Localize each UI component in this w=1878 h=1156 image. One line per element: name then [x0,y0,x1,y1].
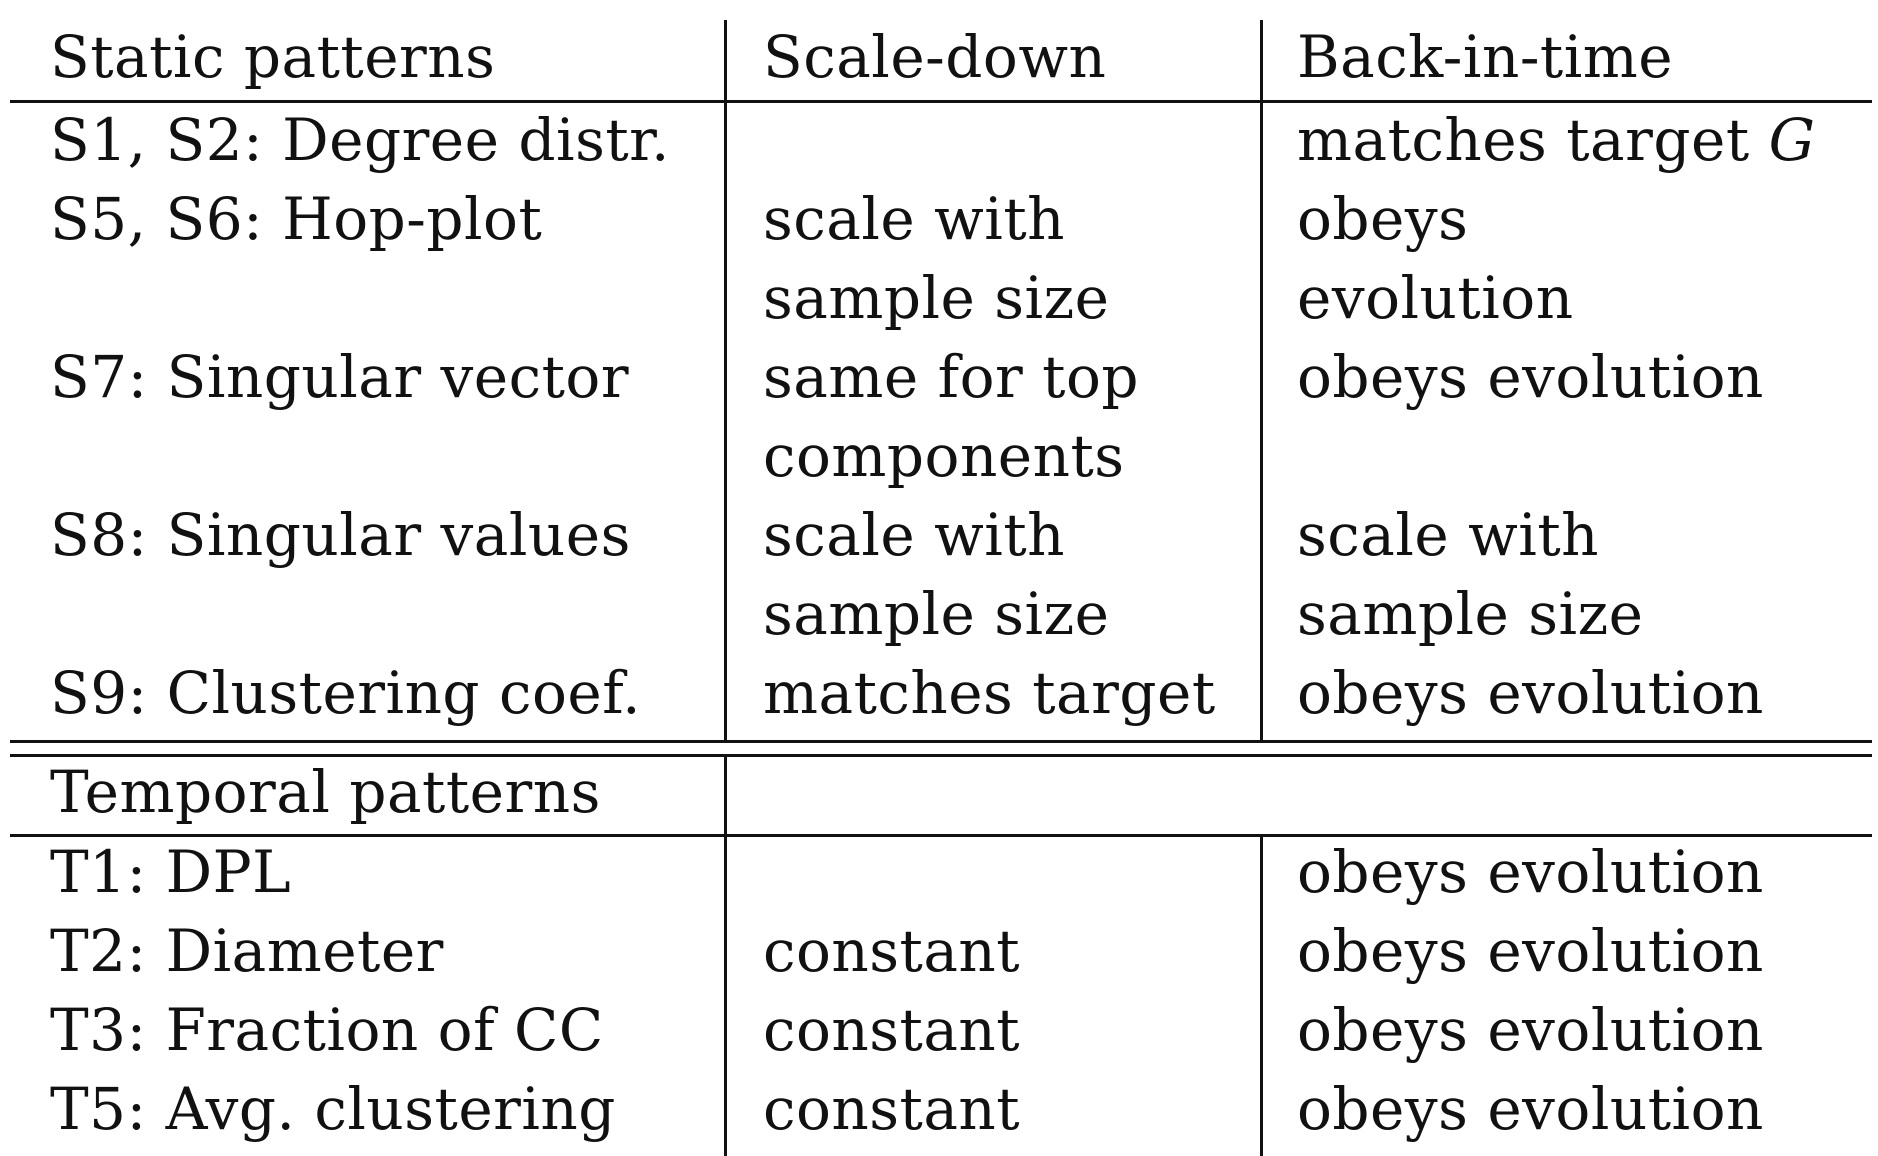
static-row-back-in-time: matches target G [1297,110,1815,170]
column-divider-1-static [724,20,727,742]
temporal-row-back-in-time: obeys evolution [1297,996,1764,1064]
column-divider-2-static [1260,20,1263,742]
temporal-header-rule [10,834,1872,837]
temporal-row-name: T5: Avg. clustering [50,1075,616,1143]
temporal-row-back-in-time: obeys evolution [1297,917,1764,985]
static-row-name: S5, S6: Hop-plot [50,185,543,253]
back-in-time-text: matches target [1297,106,1769,174]
column-divider-2-temporal [1260,836,1263,1156]
static-row-name: S8: Singular values [50,501,631,569]
static-row-scale-down-cont: components [763,422,1125,490]
static-row-back-in-time-cont: sample size [1297,580,1644,648]
static-row-scale-down: scale with [763,185,1065,253]
temporal-row-scale-down: constant [763,996,1021,1064]
header-rule [10,100,1872,103]
static-row-back-in-time: obeys evolution [1297,343,1764,411]
temporal-row-back-in-time: obeys evolution [1297,838,1764,906]
column-divider-1-temporal [724,756,727,1156]
static-row-scale-down-cont: sample size [763,580,1110,648]
temporal-row-scale-down: constant [763,917,1021,985]
static-row-back-in-time-cont: evolution [1297,264,1574,332]
temporal-row-name: T3: Fraction of CC [50,996,604,1064]
static-row-name: S9: Clustering coef. [50,659,642,727]
target-graph-symbol: G [1768,106,1816,174]
static-row-scale-down: matches target [763,659,1216,727]
temporal-row-scale-down: constant [763,1075,1021,1143]
static-row-scale-down-cont: sample size [763,264,1110,332]
temporal-row-name: T2: Diameter [50,917,444,985]
temporal-row-name: T1: DPL [50,838,292,906]
temporal-patterns-header: Temporal patterns [50,758,601,826]
double-rule-top [10,740,1872,743]
static-row-back-in-time: scale with [1297,501,1599,569]
header-scale-down: Scale-down [763,23,1107,91]
static-row-name: S7: Singular vector [50,343,630,411]
header-static-patterns: Static patterns [50,23,496,91]
static-row-scale-down: same for top [763,343,1140,411]
static-row-name: S1, S2: Degree distr. [50,106,670,174]
temporal-row-back-in-time: obeys evolution [1297,1075,1764,1143]
double-rule-bottom [10,754,1872,757]
static-row-scale-down: scale with [763,501,1065,569]
static-row-back-in-time: obeys evolution [1297,659,1764,727]
static-row-back-in-time: obeys [1297,185,1469,253]
header-back-in-time: Back-in-time [1297,23,1674,91]
